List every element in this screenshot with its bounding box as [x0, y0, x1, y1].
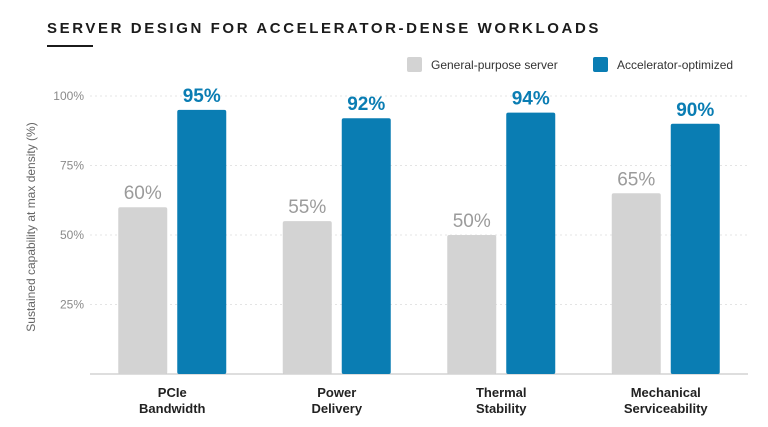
- category-label: PCIe Bandwidth: [139, 385, 205, 416]
- category-label-line: Power: [317, 385, 356, 400]
- category-label-line: Bandwidth: [139, 401, 205, 416]
- legend-swatch-1: [593, 57, 608, 72]
- data-label: 60%: [124, 183, 162, 204]
- y-axis-label: Sustained capability at max density (%): [24, 122, 38, 331]
- title-underline: [47, 45, 93, 47]
- y-tick-label: 50%: [60, 228, 84, 242]
- data-label: 92%: [347, 94, 385, 115]
- y-tick-label: 75%: [60, 159, 84, 173]
- category-label: Mechanical Serviceability: [624, 385, 709, 416]
- bar-accel-3: [670, 123, 720, 374]
- data-label: 55%: [288, 197, 326, 218]
- data-label: 95%: [183, 86, 221, 107]
- category-label-line: Stability: [476, 401, 527, 416]
- category-label-line: Mechanical: [631, 385, 701, 400]
- data-label: 65%: [617, 169, 655, 190]
- category-label-line: Delivery: [311, 401, 362, 416]
- category-label: Thermal Stability: [476, 385, 527, 416]
- bar-accel-2: [506, 112, 556, 375]
- bar-accel-0: [177, 109, 227, 375]
- data-label: 90%: [676, 100, 714, 121]
- category-label-line: Serviceability: [624, 401, 709, 416]
- y-tick-label: 25%: [60, 298, 84, 312]
- data-label: 94%: [512, 89, 550, 110]
- legend-swatch-0: [407, 57, 422, 72]
- data-label: 50%: [453, 211, 491, 232]
- legend-label-0: General-purpose server: [431, 58, 558, 72]
- chart-title: SERVER DESIGN FOR ACCELERATOR-DENSE WORK…: [47, 20, 601, 37]
- bar-general-0: [118, 207, 168, 374]
- category-label-line: PCIe: [158, 385, 187, 400]
- category-label-line: Thermal: [476, 385, 527, 400]
- bar-general-2: [447, 235, 497, 374]
- bar-general-1: [282, 221, 332, 374]
- bar-accel-1: [341, 118, 391, 375]
- legend-label-1: Accelerator-optimized: [617, 58, 733, 72]
- y-tick-label: 100%: [53, 89, 84, 103]
- category-label: Power Delivery: [311, 385, 362, 416]
- bar-general-3: [611, 193, 661, 374]
